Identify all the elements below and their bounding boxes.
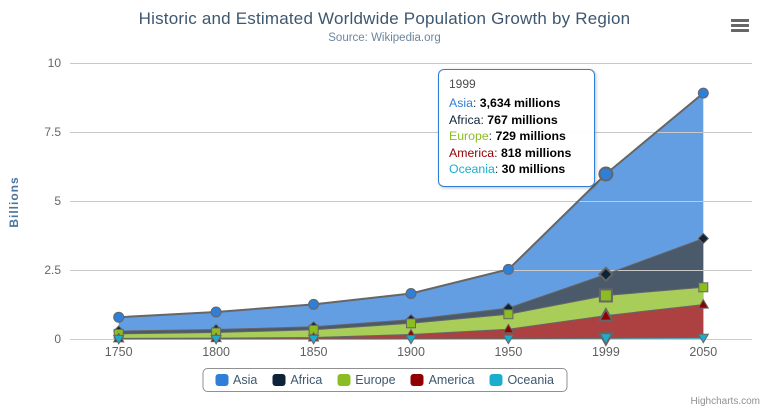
legend-item-africa[interactable]: Africa <box>272 373 322 387</box>
point-marker-asia-1950[interactable] <box>502 263 514 275</box>
point-marker-asia-2050[interactable] <box>697 87 709 99</box>
y-axis-label: 10 <box>48 56 62 70</box>
point-marker-asia-1900[interactable] <box>405 288 417 299</box>
point-marker-oceania-1750[interactable] <box>112 334 125 345</box>
point-marker-oceania-1850[interactable] <box>307 334 320 345</box>
y-axis-label: 7.5 <box>44 125 61 139</box>
tooltip: 1999 Asia: 3,634 millions Africa: 767 mil… <box>438 69 595 187</box>
legend: Asia Africa Europe America Oceania <box>202 368 567 392</box>
point-marker-europe-1900[interactable] <box>406 318 416 329</box>
legend-item-oceania[interactable]: Oceania <box>489 373 554 387</box>
x-axis-label: 2050 <box>689 345 717 359</box>
legend-item-europe[interactable]: Europe <box>337 373 396 387</box>
x-axis-label: 1950 <box>494 345 522 359</box>
point-marker-europe-1950[interactable] <box>503 309 514 320</box>
x-axis-label: 1800 <box>202 345 230 359</box>
y-axis-label: 0 <box>54 332 61 346</box>
series-area-america[interactable] <box>118 304 704 339</box>
point-marker-asia-1750[interactable] <box>113 311 125 323</box>
y-axis-label: 2.5 <box>44 263 61 277</box>
chart-subtitle: Source: Wikipedia.org <box>328 32 441 44</box>
point-marker-asia-1850[interactable] <box>308 298 320 310</box>
point-marker-oceania-2050[interactable] <box>697 333 710 344</box>
tooltip-row-asia: Asia: 3,634 millions <box>449 96 561 110</box>
point-marker-asia-1999[interactable] <box>598 166 614 182</box>
x-axis-label: 1900 <box>397 345 425 359</box>
legend-item-america[interactable]: America <box>410 373 474 387</box>
tooltip-header: 1999 <box>449 77 476 91</box>
legend-swatch-icon <box>410 374 424 386</box>
tooltip-row-oceania: Oceania: 30 millions <box>449 162 566 176</box>
credits-link[interactable]: Highcharts.com <box>690 396 760 407</box>
point-marker-oceania-1900[interactable] <box>405 334 417 345</box>
export-menu-button[interactable] <box>727 14 753 36</box>
point-marker-oceania-1950[interactable] <box>502 334 515 345</box>
point-marker-europe-2050[interactable] <box>698 282 709 293</box>
legend-swatch-icon <box>489 374 503 386</box>
y-axis-title: Billions <box>7 176 21 228</box>
legend-swatch-icon <box>337 374 351 386</box>
x-axis-label: 1850 <box>300 345 328 359</box>
legend-swatch-icon <box>272 374 286 386</box>
y-axis-label: 5 <box>54 194 61 208</box>
point-marker-asia-1800[interactable] <box>210 306 222 318</box>
tooltip-row-europe: Europe: 729 millions <box>449 129 566 143</box>
x-axis-label: 1750 <box>105 345 133 359</box>
x-axis-label: 1999 <box>592 345 620 359</box>
tooltip-row-africa: Africa: 767 millions <box>449 112 558 127</box>
legend-swatch-icon <box>215 374 228 386</box>
legend-item-asia[interactable]: Asia <box>215 373 257 387</box>
hamburger-icon <box>731 18 749 22</box>
point-marker-africa-1999[interactable] <box>597 266 614 283</box>
point-marker-america-1950[interactable] <box>502 323 515 334</box>
point-marker-africa-2050[interactable] <box>697 232 710 245</box>
point-marker-america-2050[interactable] <box>697 298 710 309</box>
point-marker-oceania-1999[interactable] <box>597 332 615 347</box>
point-marker-america-1999[interactable] <box>597 307 615 322</box>
point-marker-europe-1999[interactable] <box>598 288 613 303</box>
series-area-asia[interactable] <box>118 93 704 339</box>
tooltip-row-america: America: 818 millions <box>449 145 572 160</box>
chart-title: Historic and Estimated Worldwide Populat… <box>138 9 631 28</box>
point-marker-oceania-1800[interactable] <box>210 334 222 345</box>
